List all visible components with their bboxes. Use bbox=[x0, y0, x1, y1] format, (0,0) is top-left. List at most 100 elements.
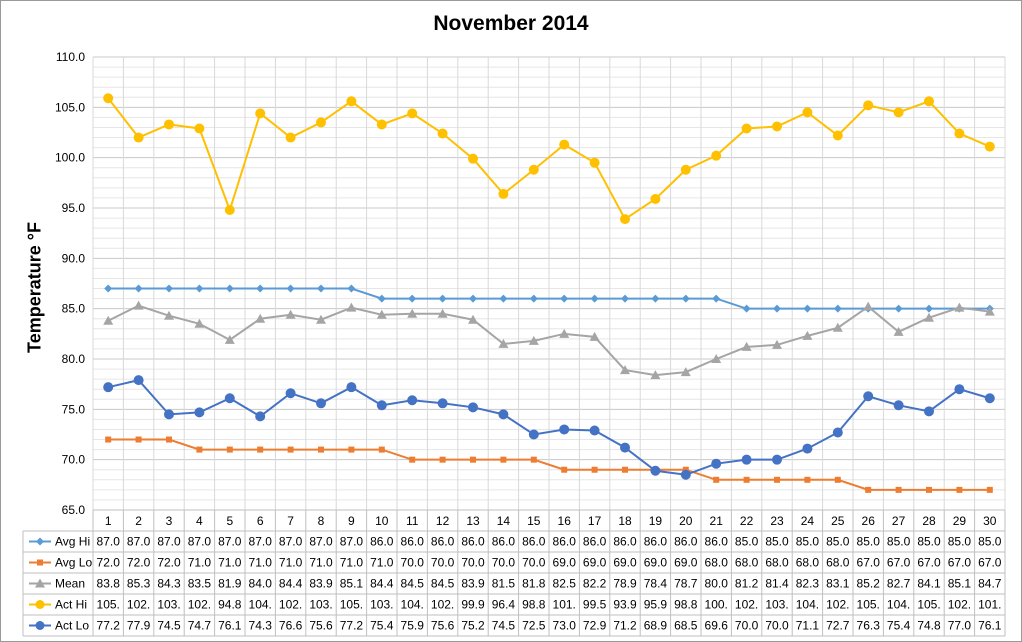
legend-entry-label: Avg Hi bbox=[55, 535, 90, 549]
x-tick-label: 20 bbox=[679, 514, 693, 528]
table-cell-value: 102. bbox=[948, 598, 971, 612]
table-cell-value: 75.6 bbox=[431, 619, 455, 633]
data-point bbox=[712, 294, 721, 303]
legend-entry-label: Act Hi bbox=[55, 598, 87, 612]
data-point bbox=[346, 302, 357, 312]
table-cell-value: 86.0 bbox=[583, 535, 607, 549]
table-cell-value: 76.1 bbox=[978, 619, 1002, 633]
data-point bbox=[863, 391, 874, 402]
data-point bbox=[924, 312, 934, 322]
x-tick-label: 3 bbox=[166, 514, 173, 528]
x-tick-label: 17 bbox=[588, 514, 602, 528]
x-tick-label: 16 bbox=[558, 514, 572, 528]
table-cell-value: 72.0 bbox=[157, 556, 181, 570]
table-cell-value: 70.0 bbox=[492, 556, 516, 570]
x-tick-label: 28 bbox=[922, 514, 936, 528]
data-point bbox=[347, 284, 356, 293]
table-cell-value: 82.3 bbox=[796, 577, 820, 591]
series-line bbox=[107, 379, 991, 476]
data-point bbox=[196, 446, 203, 453]
table-cell-value: 72.7 bbox=[826, 619, 850, 633]
table-cell-value: 84.5 bbox=[401, 577, 425, 591]
data-point bbox=[498, 338, 509, 348]
data-point bbox=[833, 304, 842, 313]
x-tick-label: 6 bbox=[257, 514, 264, 528]
data-point bbox=[224, 334, 235, 344]
data-point bbox=[378, 446, 385, 453]
data-point bbox=[346, 96, 357, 107]
table-cell-value: 84.7 bbox=[978, 577, 1002, 591]
table-cell-value: 74.5 bbox=[492, 619, 516, 633]
table-cell-value: 69.0 bbox=[553, 556, 577, 570]
data-point bbox=[133, 132, 144, 143]
table-cell-value: 87.0 bbox=[157, 535, 181, 549]
data-point bbox=[589, 157, 600, 168]
data-point bbox=[408, 294, 417, 303]
x-tick-label: 26 bbox=[862, 514, 876, 528]
data-point bbox=[743, 476, 750, 483]
data-point bbox=[893, 107, 904, 118]
legend-key-marker bbox=[36, 537, 44, 546]
data-point bbox=[832, 427, 843, 438]
data-point bbox=[924, 406, 934, 417]
data-point bbox=[468, 153, 478, 164]
data-point bbox=[741, 341, 752, 351]
data-point bbox=[589, 331, 600, 341]
table-cell-value: 96.4 bbox=[492, 598, 516, 612]
data-point bbox=[650, 193, 661, 204]
data-point bbox=[741, 123, 752, 134]
x-tick-label: 23 bbox=[770, 514, 784, 528]
data-point bbox=[103, 382, 114, 393]
table-cell-value: 85.2 bbox=[857, 577, 881, 591]
y-tick-label: 100.0 bbox=[55, 151, 85, 165]
table-cell-value: 86.0 bbox=[401, 535, 425, 549]
table-cell-value: 71.0 bbox=[370, 556, 394, 570]
x-tick-label: 9 bbox=[348, 514, 355, 528]
table-cell-value: 82.2 bbox=[583, 577, 607, 591]
table-cell-value: 87.0 bbox=[249, 535, 273, 549]
legend-entry-label: Act Lo bbox=[55, 619, 89, 633]
data-point bbox=[164, 119, 174, 130]
data-point bbox=[650, 370, 661, 380]
table-cell-value: 85.1 bbox=[340, 577, 364, 591]
y-tick-label: 65.0 bbox=[62, 503, 86, 517]
data-point bbox=[559, 424, 570, 435]
table-cell-value: 103. bbox=[370, 598, 393, 612]
data-point bbox=[438, 294, 447, 303]
table-cell-value: 71.0 bbox=[309, 556, 333, 570]
data-point bbox=[257, 446, 264, 453]
x-tick-label: 11 bbox=[406, 514, 419, 528]
data-point bbox=[468, 314, 478, 324]
data-point bbox=[437, 128, 448, 139]
table-cell-value: 85.0 bbox=[917, 535, 941, 549]
table-cell-value: 102. bbox=[431, 598, 454, 612]
data-point bbox=[166, 436, 172, 443]
table-cell-value: 85.0 bbox=[948, 535, 972, 549]
table-cell-value: 69.0 bbox=[613, 556, 637, 570]
data-point bbox=[348, 446, 355, 453]
data-point bbox=[195, 284, 204, 293]
data-point bbox=[499, 294, 508, 303]
data-point bbox=[651, 294, 660, 303]
data-point bbox=[954, 384, 965, 395]
x-tick-label: 21 bbox=[710, 514, 724, 528]
table-cell-value: 87.0 bbox=[127, 535, 151, 549]
table-cell-value: 74.5 bbox=[157, 619, 181, 633]
table-cell-value: 71.0 bbox=[279, 556, 303, 570]
table-cell-value: 103. bbox=[765, 598, 788, 612]
table-cell-value: 103. bbox=[157, 598, 180, 612]
data-point bbox=[834, 476, 841, 483]
table-cell-value: 86.0 bbox=[553, 535, 577, 549]
data-point bbox=[893, 326, 904, 336]
x-tick-label: 2 bbox=[135, 514, 142, 528]
data-point bbox=[865, 486, 872, 493]
data-point bbox=[680, 469, 691, 480]
table-cell-value: 75.4 bbox=[370, 619, 394, 633]
data-point bbox=[894, 304, 903, 313]
data-point bbox=[773, 304, 781, 313]
data-point bbox=[772, 121, 782, 132]
table-cell-value: 67.0 bbox=[887, 556, 911, 570]
table-cell-value: 74.8 bbox=[917, 619, 941, 633]
table-cell-value: 68.5 bbox=[674, 619, 698, 633]
data-point bbox=[620, 365, 630, 375]
